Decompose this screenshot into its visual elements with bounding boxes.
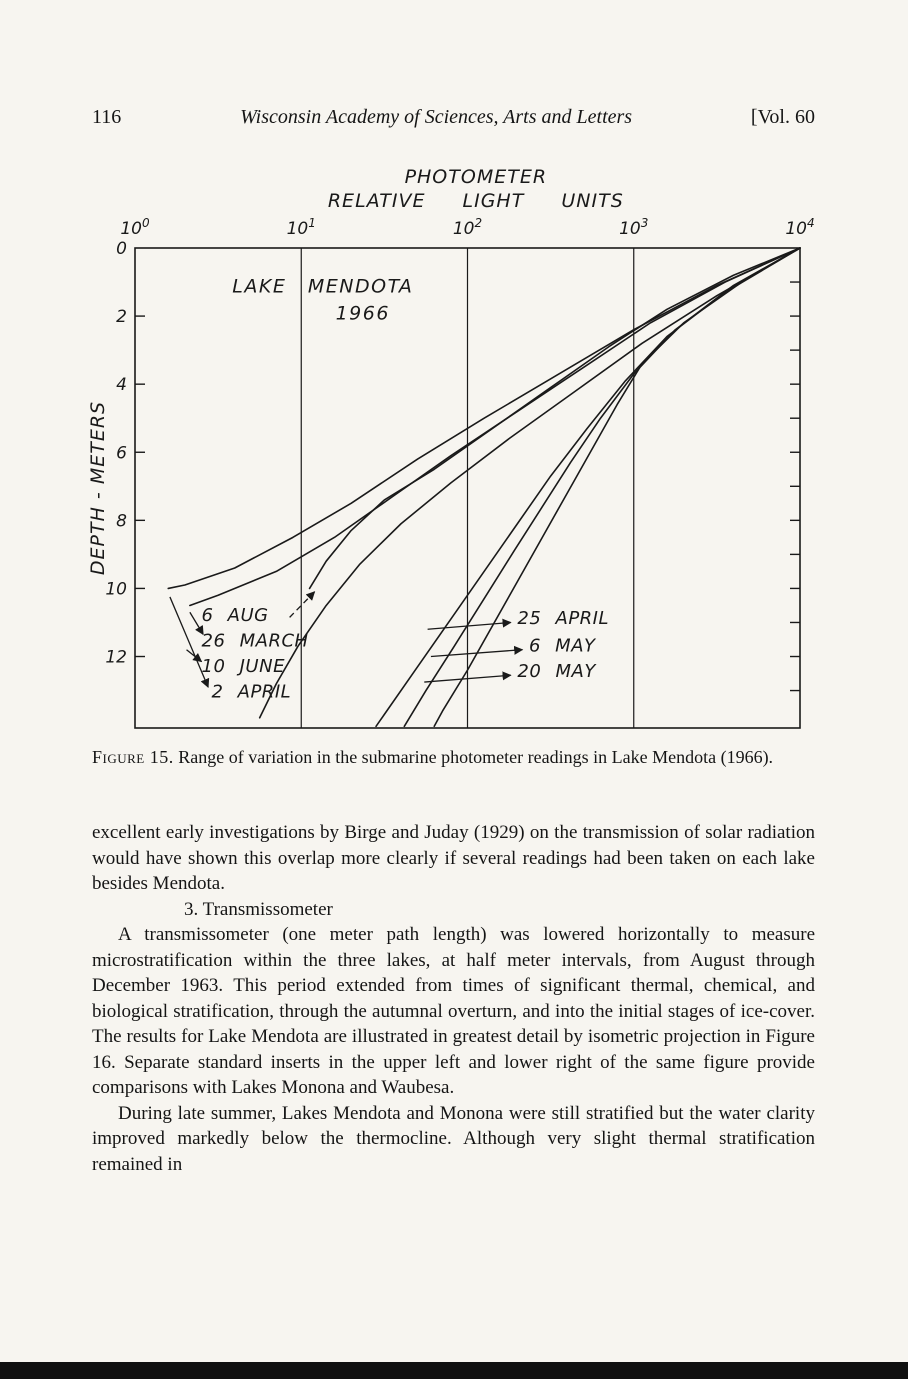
figure-15-photometer-chart: PHOTOMETER RELATIVE LIGHT UNITS 100 101 102 1…: [87, 163, 818, 745]
y-tick-label: 8: [116, 511, 127, 531]
scan-edge-bar: [0, 1362, 908, 1379]
y-tick-label: 6: [116, 443, 127, 463]
series-line: [189, 247, 801, 607]
y-tick-label: 2: [116, 307, 127, 327]
x-tick-label: 103: [619, 216, 648, 239]
journal-title: Wisconsin Academy of Sciences, Arts and …: [240, 106, 633, 128]
paragraph-continuation: excellent early investigations by Birge …: [92, 822, 815, 894]
chart-inner-year: 1966: [336, 302, 390, 324]
volume-label: [Vol. 60: [750, 106, 815, 128]
annotation-leader: [424, 671, 512, 683]
series-annotation: 26 MARCH: [202, 630, 309, 651]
chart-inner-label: LAKE MENDOTA: [232, 275, 413, 297]
annotation-leader: [430, 645, 524, 658]
y-tick-label: 0: [116, 239, 127, 259]
x-tick-label: 101: [287, 216, 316, 239]
annotation-leader: [186, 649, 203, 663]
y-tick-label: 4: [116, 375, 127, 395]
y-axis-label: DEPTH - METERS: [88, 401, 109, 575]
annotation-leader: [427, 618, 512, 630]
series-annotation: 10 JUNE: [202, 656, 286, 677]
x-tick-label: 104: [785, 216, 814, 239]
series-annotation: 2 APRIL: [211, 681, 291, 702]
annotation-leader: [189, 611, 204, 636]
annotation-leader: [289, 591, 316, 618]
y-tick-label: 10: [105, 579, 127, 599]
page-header: 116 Wisconsin Academy of Sciences, Arts …: [92, 106, 815, 129]
x-tick-label: 102: [453, 216, 482, 239]
annotation-leader: [169, 596, 210, 688]
series-line: [375, 247, 801, 728]
body-text: excellent early investigations by Birge …: [92, 820, 815, 1177]
series-line: [308, 247, 801, 590]
figure-caption-label: Figure 15.: [92, 747, 174, 767]
section-heading: 3. Transmissometer: [184, 898, 333, 920]
series-annotation: 6 MAY: [529, 635, 597, 656]
paragraph-late-summer: During late summer, Lakes Mendota and Mo…: [92, 1102, 815, 1175]
x-tick-label: 100: [120, 216, 150, 239]
series-line: [167, 247, 801, 590]
series-annotation: 20 MAY: [517, 661, 597, 682]
series-annotation: 6 AUG: [202, 605, 269, 626]
series-annotation: 25 APRIL: [517, 608, 609, 629]
series-line: [433, 247, 801, 728]
chart-title-line2: RELATIVE LIGHT UNITS: [328, 190, 624, 212]
figure-caption: Figure 15. Range of variation in the sub…: [92, 746, 815, 769]
y-tick-label: 12: [105, 648, 127, 668]
paragraph-transmissometer: A transmissometer (one meter path length…: [92, 924, 815, 1098]
chart-title-line1: PHOTOMETER: [405, 166, 547, 188]
page-number: 116: [92, 106, 122, 128]
figure-caption-text: Range of variation in the submarine phot…: [178, 747, 774, 767]
series-line: [258, 247, 801, 719]
